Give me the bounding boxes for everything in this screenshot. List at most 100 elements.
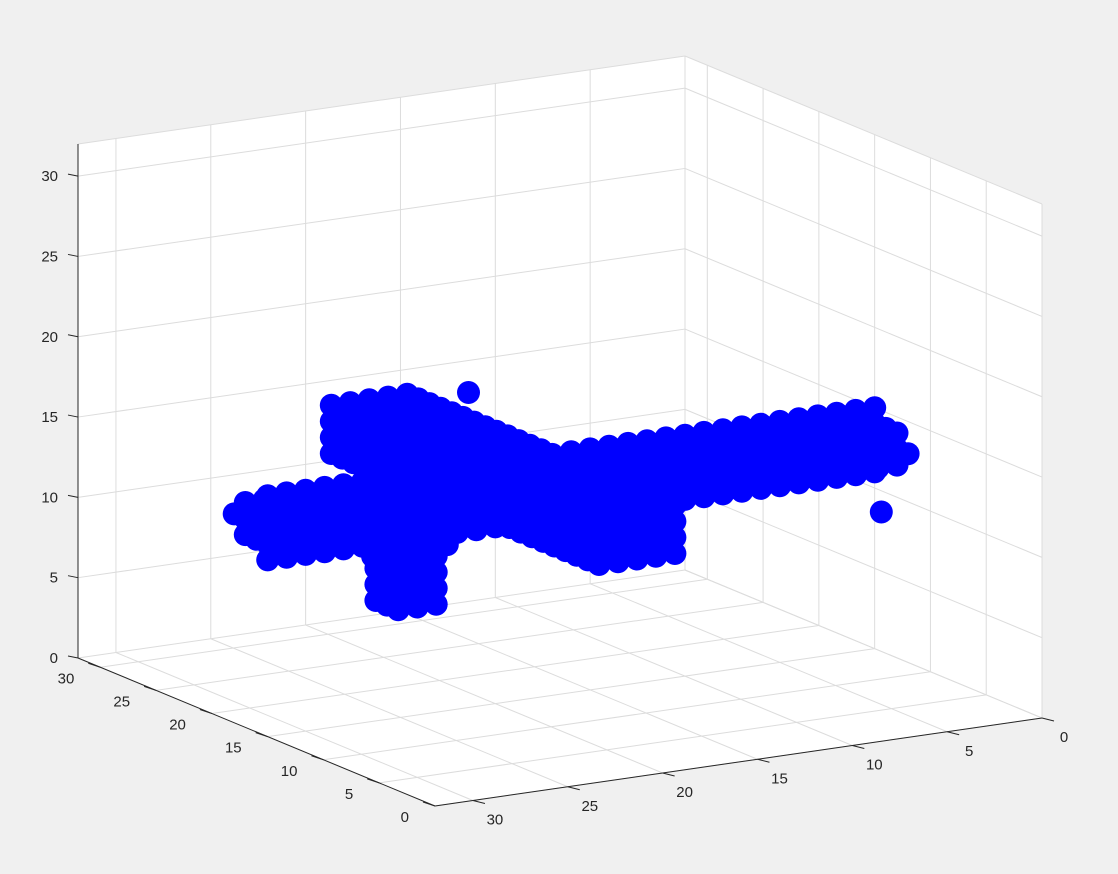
- x-tick: [1041, 717, 1055, 722]
- data-point: [885, 421, 909, 445]
- y-tick-label: 15: [225, 740, 242, 757]
- data-point: [426, 459, 450, 483]
- data-point: [308, 527, 332, 551]
- data-point: [327, 524, 351, 548]
- data-point: [405, 595, 429, 619]
- data-point: [373, 495, 397, 519]
- data-point: [714, 446, 738, 470]
- data-point: [365, 519, 389, 543]
- x-tick-label: 20: [676, 784, 693, 801]
- data-point: [673, 423, 697, 447]
- data-point: [370, 467, 393, 491]
- data-point: [606, 534, 630, 558]
- data-point: [644, 544, 668, 568]
- z-tick: [67, 655, 79, 659]
- y-tick-label: 30: [58, 670, 75, 687]
- data-point: [711, 418, 735, 442]
- data-point: [663, 493, 687, 517]
- floor-pane: [78, 570, 1042, 806]
- data-point: [424, 560, 448, 584]
- data-point: [386, 598, 410, 622]
- data-point: [587, 520, 611, 544]
- data-point: [866, 424, 890, 448]
- data-point: [663, 525, 687, 549]
- data-point: [669, 475, 692, 499]
- data-point: [695, 449, 719, 472]
- grid-line: [684, 87, 1043, 237]
- box-edge: [684, 55, 1043, 205]
- data-point: [424, 576, 448, 600]
- data-point: [294, 478, 318, 502]
- x-tick: [662, 772, 675, 777]
- y-tick: [311, 755, 324, 761]
- data-point: [405, 579, 429, 603]
- z-tick-label: 10: [41, 489, 58, 506]
- grid-line: [77, 87, 686, 177]
- data-point: [749, 412, 773, 436]
- z-tick-label: 30: [41, 168, 58, 185]
- data-point: [606, 518, 630, 542]
- data-point: [468, 482, 492, 505]
- data-point: [752, 440, 776, 464]
- data-point: [441, 508, 465, 532]
- data-point: [730, 415, 754, 439]
- data-point: [869, 500, 893, 524]
- x-tick: [472, 800, 486, 804]
- data-point: [606, 502, 630, 526]
- y-tick: [143, 685, 157, 691]
- data-point: [587, 504, 611, 528]
- data-point: [422, 510, 446, 534]
- grid-line: [77, 328, 686, 418]
- z-tick-label: 20: [41, 329, 58, 346]
- y-tick-label: 20: [169, 717, 186, 734]
- data-point: [644, 496, 668, 520]
- data-point: [275, 481, 299, 505]
- data-point: [384, 516, 408, 540]
- grid-line: [589, 583, 948, 733]
- data-point: [616, 431, 640, 455]
- data-point: [297, 506, 321, 530]
- data-point: [801, 455, 825, 479]
- y-tick-label: 5: [345, 786, 353, 803]
- y-tick: [88, 662, 101, 668]
- data-point: [625, 547, 649, 571]
- grid-line: [684, 167, 1043, 317]
- x-tick-label: 5: [965, 743, 973, 760]
- data-point: [692, 420, 716, 444]
- data-point: [587, 553, 611, 576]
- data-point: [430, 487, 454, 511]
- data-point: [457, 381, 480, 404]
- y-tick: [367, 778, 380, 784]
- grid-line: [77, 248, 686, 338]
- right-wall-pane: [685, 56, 1042, 718]
- data-point: [313, 475, 337, 499]
- data-point: [782, 458, 806, 482]
- data-point: [663, 509, 687, 533]
- data-point: [278, 509, 302, 533]
- data-point: [606, 550, 630, 574]
- grid-line: [305, 624, 663, 774]
- grid-line: [495, 597, 853, 746]
- x-tick-label: 15: [771, 770, 788, 787]
- data-point: [809, 432, 833, 456]
- x-tick-label: 25: [581, 798, 598, 815]
- data-point: [479, 502, 503, 526]
- data-point: [676, 451, 700, 475]
- y-tick: [255, 732, 268, 738]
- data-point: [625, 499, 649, 523]
- z-tick: [67, 494, 79, 498]
- grid-line: [100, 578, 708, 668]
- data-point: [625, 515, 649, 539]
- grid-line: [684, 489, 1043, 639]
- data-point: [725, 466, 749, 490]
- data-point: [644, 512, 668, 536]
- data-point: [635, 429, 659, 453]
- y-tick-label: 25: [113, 693, 130, 710]
- data-point: [256, 484, 280, 508]
- data-point: [771, 438, 795, 461]
- grid-line: [210, 638, 568, 788]
- data-point: [820, 453, 844, 477]
- data-point: [863, 396, 887, 420]
- data-point: [896, 442, 920, 466]
